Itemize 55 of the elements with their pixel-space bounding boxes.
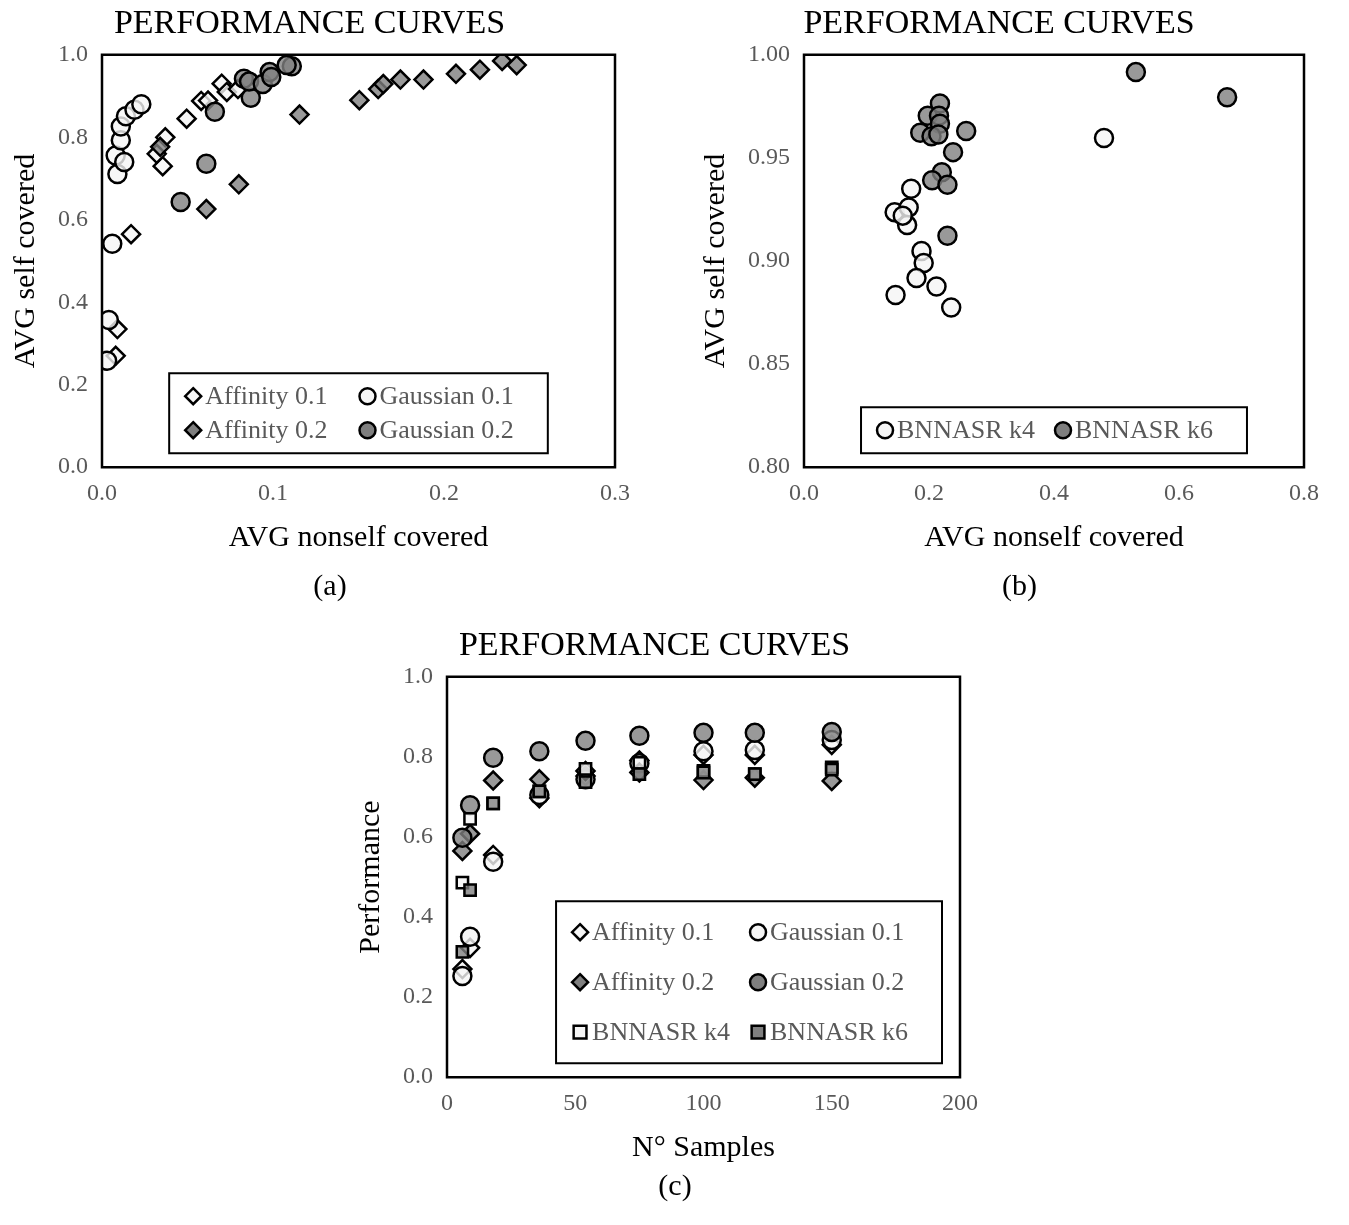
y-tick-label: 0.0	[58, 452, 88, 479]
x-tick-label: 0.8	[1289, 478, 1319, 505]
x-axis-title: AVG nonself covered	[228, 518, 489, 552]
text: (b)	[1001, 568, 1038, 602]
x-tick-label: 100	[685, 1088, 722, 1115]
y-tick-label: 0.85	[748, 349, 790, 376]
y-tick-label: 0.80	[748, 452, 790, 479]
x-tick-label: 150	[813, 1088, 850, 1115]
x-tick-label: 0.3	[600, 478, 630, 505]
legend-label: Affinity 0.1	[205, 381, 328, 411]
legend-label: Affinity 0.2	[205, 415, 328, 445]
legend-label: Gaussian 0.1	[379, 381, 514, 411]
y-axis-title: AVG self covered	[696, 153, 730, 369]
chart-title: PERFORMANCE CURVES	[458, 625, 851, 663]
x-tick-label: 0.6	[1164, 478, 1194, 505]
y-axis-title: Performance	[351, 800, 385, 954]
y-tick-label: 0.4	[58, 287, 88, 314]
legend-label: BNNASR k4	[592, 1017, 731, 1047]
legend-label: Gaussian 0.2	[770, 967, 905, 997]
y-tick-label: 0.6	[403, 822, 433, 849]
text: (a)	[312, 568, 348, 602]
y-tick-label: 0.4	[403, 902, 433, 929]
legend-label: Gaussian 0.1	[770, 917, 905, 947]
x-tick-label: 200	[942, 1088, 978, 1115]
y-tick-label: 1.00	[748, 40, 790, 67]
x-tick-label: 50	[563, 1088, 588, 1115]
legend-label: Affinity 0.2	[592, 967, 715, 997]
x-tick-label: 0.2	[429, 478, 459, 505]
legend-label: Affinity 0.1	[592, 917, 715, 947]
y-tick-label: 0.0	[403, 1062, 433, 1089]
text: (c)	[657, 1168, 693, 1202]
y-axis-title: AVG self covered	[6, 153, 40, 369]
y-tick-label: 0.8	[58, 122, 88, 149]
legend-label: Gaussian 0.2	[379, 415, 514, 445]
chart-title: PERFORMANCE CURVES	[803, 3, 1195, 41]
y-tick-label: 0.90	[748, 246, 790, 273]
legend-label: BNNASR k6	[770, 1017, 909, 1047]
x-tick-label: 0.0	[789, 478, 819, 505]
chart-title: PERFORMANCE CURVES	[113, 3, 506, 41]
x-tick-label: 0.2	[914, 478, 944, 505]
y-tick-label: 0.2	[58, 370, 88, 397]
x-axis-title: AVG nonself covered	[924, 518, 1184, 552]
y-tick-label: 0.2	[403, 982, 433, 1009]
y-tick-label: 0.8	[403, 742, 433, 769]
legend-label: BNNASR k6	[1075, 415, 1213, 445]
y-tick-label: 1.0	[58, 40, 88, 67]
y-tick-label: 0.95	[748, 143, 790, 170]
y-tick-label: 1.0	[403, 662, 433, 689]
x-tick-label: 0.1	[258, 478, 288, 505]
y-tick-label: 0.6	[58, 205, 88, 232]
x-tick-label: 0.0	[87, 478, 117, 505]
x-tick-label: 0	[441, 1088, 453, 1115]
x-tick-label: 0.4	[1039, 478, 1069, 505]
x-axis-title: N° Samples	[632, 1128, 775, 1162]
legend-label: BNNASR k4	[897, 415, 1036, 445]
